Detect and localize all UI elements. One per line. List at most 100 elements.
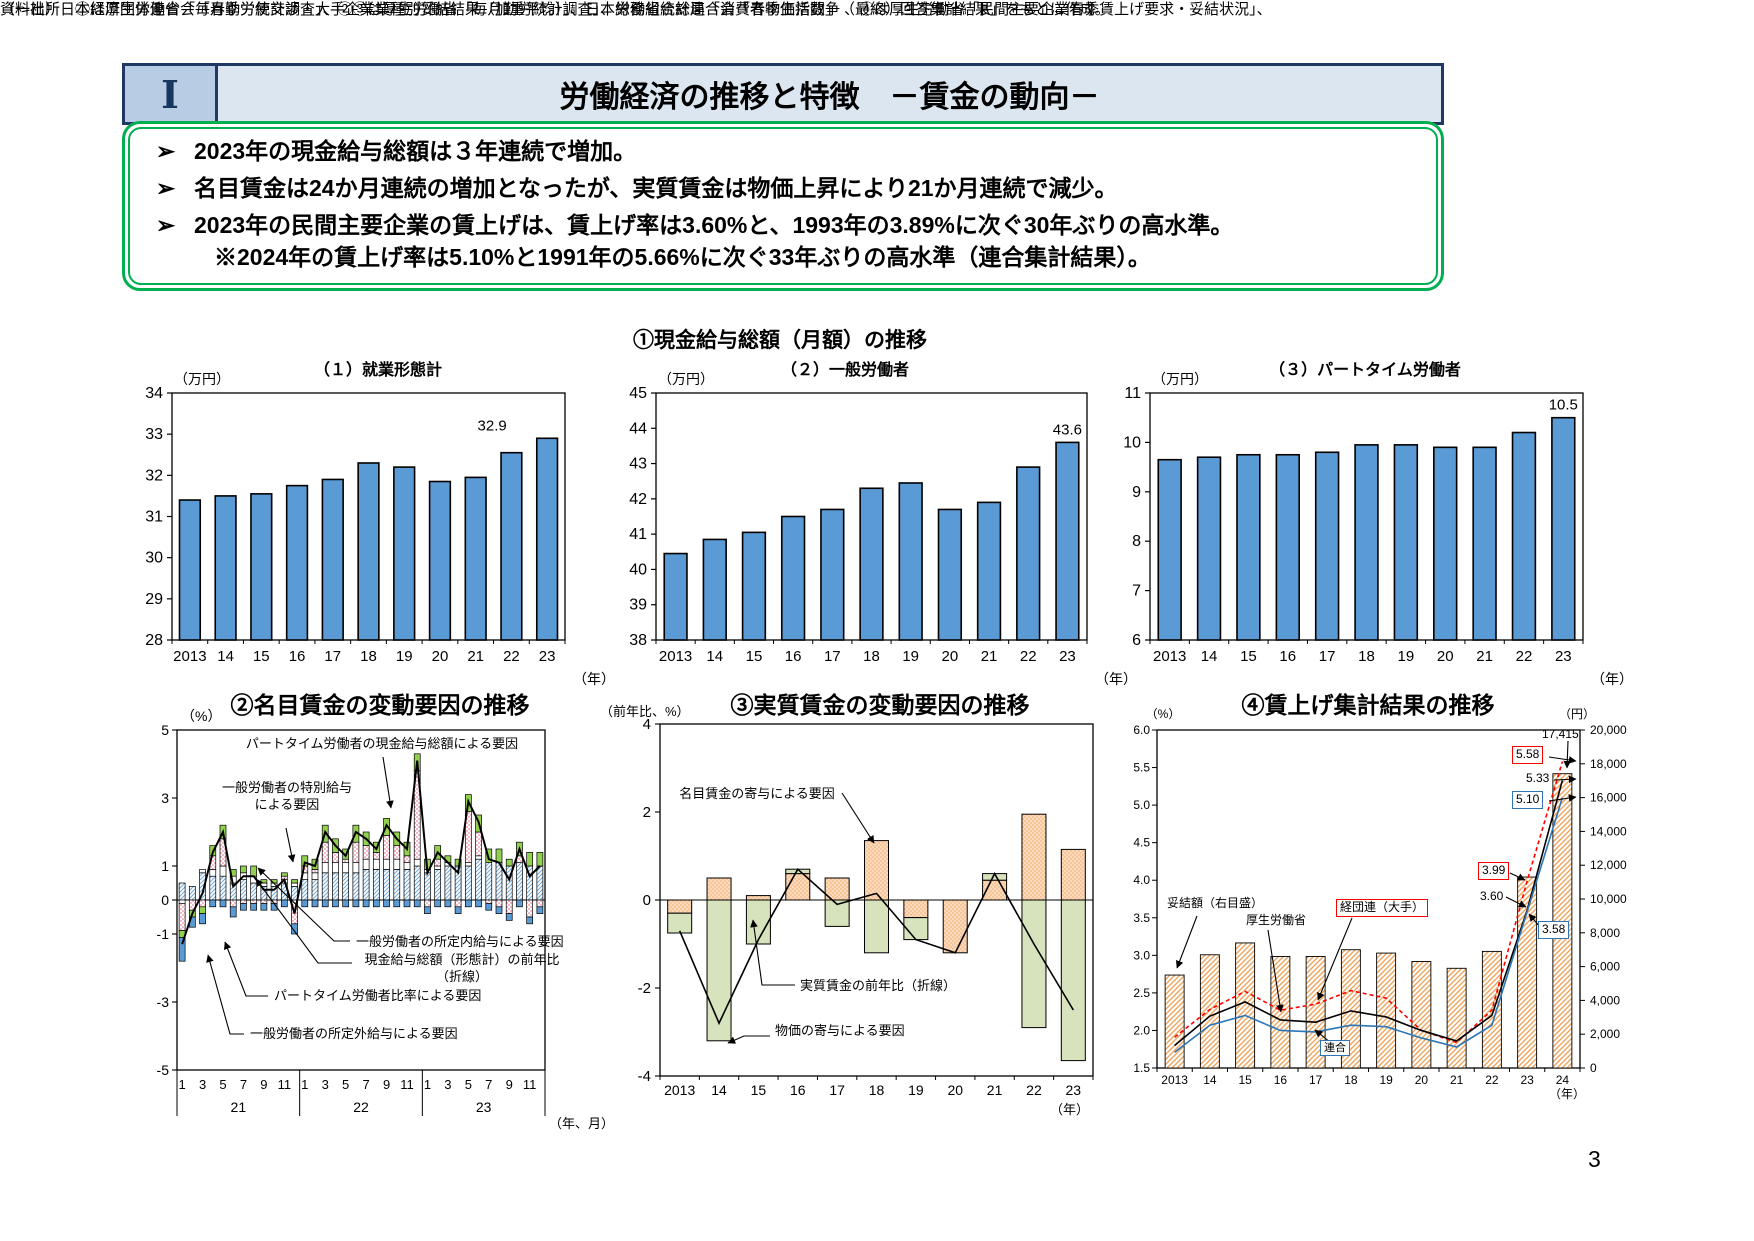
annotation-overtime-pay-factor: 一般労働者の所定外給与による要因 — [250, 1026, 458, 1041]
stack-segment — [536, 852, 544, 867]
bar — [741, 531, 767, 641]
axis-label: -1 — [157, 926, 170, 942]
stack-segment — [362, 845, 370, 860]
axis-label: 30 — [145, 550, 163, 567]
x-unit-label: （年） — [1050, 1102, 1089, 1117]
axis-label: 14,000 — [1590, 824, 1627, 838]
stack-segment — [188, 886, 196, 901]
stack-segment — [332, 899, 339, 908]
stack-segment — [240, 865, 247, 874]
axis-label: 1 — [301, 1077, 308, 1092]
stack-segment — [219, 875, 227, 901]
stack-segment — [199, 913, 206, 925]
settlement-bar — [1270, 956, 1291, 1069]
axis-label: 6 — [1132, 632, 1141, 649]
stack-segment — [352, 899, 360, 908]
bar — [178, 499, 202, 641]
axis-label: 20 — [1415, 1073, 1429, 1087]
axis-label: 18 — [863, 648, 880, 665]
axis-label: 20 — [942, 648, 959, 665]
label-keidanren: 経団連（大手） — [1336, 899, 1429, 917]
bar — [500, 451, 523, 641]
stack-segment — [178, 899, 186, 904]
axis-label: 4 — [643, 716, 651, 733]
axis-label: 3 — [199, 1077, 206, 1092]
axis-label: 0 — [1590, 1061, 1597, 1075]
chart2-title: （２）一般労働者 — [780, 362, 909, 379]
stack-segment — [229, 906, 237, 918]
stack-segment — [475, 831, 482, 857]
stack-segment — [383, 899, 390, 908]
bar — [663, 552, 688, 641]
axis-label: 10,000 — [1590, 892, 1627, 906]
stack-segment — [444, 899, 452, 908]
annotation-arrow — [1317, 917, 1353, 1001]
chart-real-title: ③実質賃金の変動要因の推移 — [730, 692, 1030, 718]
bar — [357, 462, 380, 641]
label-settlement-amount: 妥結額（右目盛） — [1167, 896, 1264, 910]
stack-segment — [291, 882, 298, 887]
bullet-text: ※2024年の賃上げ率は5.10%と1991年の5.66%に次ぐ33年ぶりの高水… — [214, 244, 1151, 271]
axis-label: 43 — [629, 456, 647, 473]
stack-segment — [199, 906, 206, 914]
axis-label: 2,000 — [1590, 1027, 1620, 1041]
stack-segment — [342, 862, 350, 874]
axis-label: 1 — [161, 858, 169, 874]
axis-label: 0 — [161, 892, 169, 908]
axis-label: 6,000 — [1590, 960, 1620, 974]
axis-label: 19 — [1379, 1073, 1393, 1087]
stack-segment — [372, 899, 380, 908]
y-unit-label: （%） — [1146, 707, 1181, 721]
axis-label: -5 — [157, 1062, 170, 1078]
bar-value-label: 32.9 — [478, 417, 507, 434]
page-title: 労働経済の推移と特徴 －賃金の動向－ — [559, 81, 1100, 114]
axis-label: 5 — [161, 722, 169, 738]
stack-segment — [393, 858, 401, 870]
stack-segment — [352, 872, 360, 901]
stack-segment — [864, 840, 889, 901]
bar — [285, 484, 309, 641]
value-label-558: 5.58 — [1512, 746, 1544, 764]
bar — [321, 478, 344, 641]
axis-label: 2013 — [1161, 1073, 1188, 1087]
axis-label: 7 — [1132, 583, 1141, 600]
axis-label: 31 — [145, 509, 163, 526]
annotation-arrow — [224, 941, 268, 997]
chart-cash-wage-parttime: 6 7 8 9 10 11 2013 14 15 16 17 18 19 20 21 22 23 （万円） （年） 1… — [1123, 371, 1633, 687]
settlement-bar — [1411, 961, 1432, 1069]
stack-segment — [372, 869, 380, 901]
stack-segment — [495, 848, 503, 863]
stack-segment — [464, 865, 472, 901]
stack-segment — [505, 899, 513, 914]
bar — [898, 482, 923, 641]
axis-label: 17 — [1309, 1073, 1323, 1087]
value-label-358: 3.58 — [1538, 921, 1570, 939]
axis-label: 3 — [161, 790, 169, 806]
x-unit-label: （年、月） — [549, 1116, 614, 1131]
axis-label: 1 — [424, 1077, 431, 1092]
axis-label: 19 — [1398, 648, 1415, 665]
annotation-arrow — [257, 867, 350, 942]
axis-label: 21 — [1476, 648, 1493, 665]
axis-label: 17 — [824, 648, 841, 665]
stack-segment — [321, 872, 329, 901]
axis-label: 41 — [629, 526, 647, 543]
source-note-line1: 資料出所 ①は厚生労働省「毎月勤労統計調査」、②③は厚生労働省「毎月勤労統計調査… — [0, 1, 1272, 18]
axis-label: 5.0 — [1133, 798, 1150, 812]
line-mhlw — [1174, 780, 1564, 1047]
annotation-pt-cash-factor: パートタイム労働者の現金給与総額による要因 — [245, 736, 519, 751]
stack-segment — [485, 899, 493, 904]
axis-label: 3 — [444, 1077, 451, 1092]
axis-label: 23 — [1520, 1073, 1534, 1087]
axis-label: 17 — [1319, 648, 1336, 665]
axis-label: 39 — [629, 597, 647, 614]
stack-segment — [240, 899, 247, 904]
bullet-arrow-icon: ➢ — [156, 212, 176, 239]
axis-label: 24 — [1556, 1073, 1570, 1087]
summary-box: ➢ 2023年の現金給与総額は３年連続で増加。 ➢ 名目賃金は24か月連続の増加… — [122, 121, 1444, 291]
annotation-arrow — [1548, 756, 1577, 764]
axis-label: 15 — [751, 1082, 767, 1098]
bar — [1354, 444, 1379, 641]
stack-segment — [260, 879, 268, 884]
